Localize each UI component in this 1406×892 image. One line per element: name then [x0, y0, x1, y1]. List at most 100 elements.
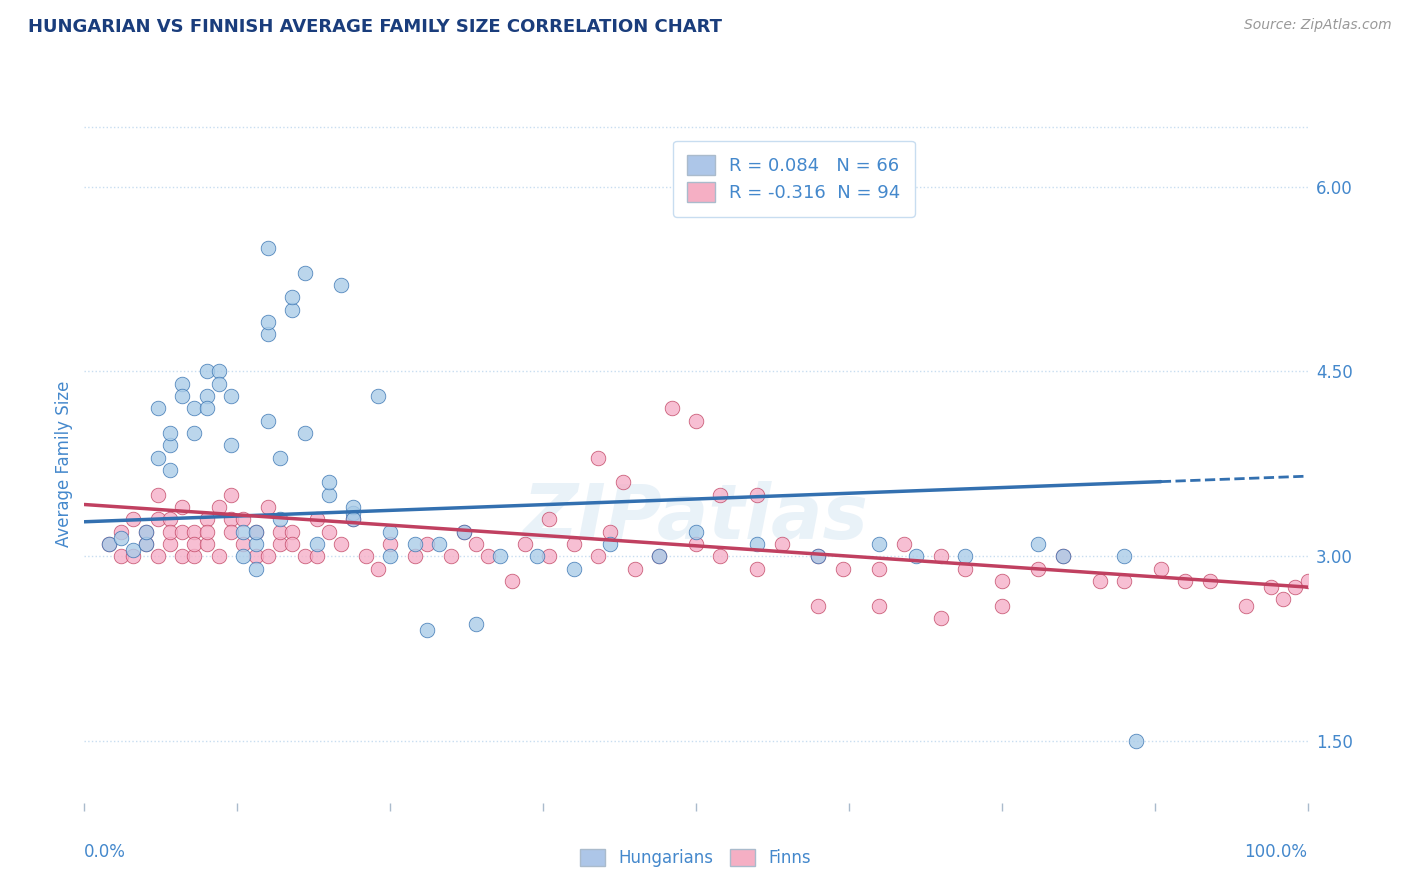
Point	[685, 537, 707, 551]
Point	[1236, 599, 1258, 613]
Point	[562, 537, 585, 551]
Point	[404, 537, 426, 551]
Point	[1174, 574, 1197, 588]
Legend: Hungarians, Finns: Hungarians, Finns	[572, 841, 820, 876]
Point	[453, 524, 475, 539]
Point	[342, 500, 364, 514]
Point	[172, 389, 194, 403]
Point	[807, 599, 830, 613]
Point	[305, 512, 328, 526]
Point	[305, 537, 328, 551]
Point	[427, 537, 450, 551]
Text: Source: ZipAtlas.com: Source: ZipAtlas.com	[1244, 18, 1392, 32]
Point	[991, 574, 1014, 588]
Point	[586, 450, 609, 465]
Point	[502, 574, 524, 588]
Point	[110, 549, 132, 564]
Point	[929, 549, 952, 564]
Point	[97, 537, 120, 551]
Point	[146, 549, 169, 564]
Point	[135, 537, 157, 551]
Point	[195, 389, 218, 403]
Point	[110, 524, 132, 539]
Point	[685, 414, 707, 428]
Point	[183, 425, 205, 440]
Point	[526, 549, 548, 564]
Point	[172, 376, 194, 391]
Point	[404, 549, 426, 564]
Point	[172, 549, 194, 564]
Point	[232, 537, 254, 551]
Point	[146, 401, 169, 416]
Point	[1052, 549, 1074, 564]
Point	[538, 549, 561, 564]
Point	[1052, 549, 1074, 564]
Point	[269, 537, 291, 551]
Point	[367, 389, 389, 403]
Point	[1114, 574, 1136, 588]
Point	[159, 438, 181, 452]
Point	[831, 561, 853, 575]
Point	[953, 561, 976, 575]
Point	[294, 425, 316, 440]
Point	[195, 524, 218, 539]
Point	[245, 549, 267, 564]
Point	[257, 500, 280, 514]
Point	[380, 537, 402, 551]
Point	[489, 549, 512, 564]
Point	[1028, 561, 1050, 575]
Point	[599, 524, 621, 539]
Point	[477, 549, 499, 564]
Point	[1150, 561, 1173, 575]
Point	[122, 549, 145, 564]
Point	[183, 549, 205, 564]
Point	[869, 599, 891, 613]
Point	[195, 512, 218, 526]
Point	[208, 364, 231, 378]
Point	[330, 278, 353, 293]
Point	[342, 512, 364, 526]
Point	[245, 537, 267, 551]
Point	[122, 512, 145, 526]
Point	[245, 524, 267, 539]
Point	[257, 414, 280, 428]
Point	[453, 524, 475, 539]
Point	[281, 524, 304, 539]
Point	[342, 512, 364, 526]
Point	[159, 524, 181, 539]
Point	[318, 524, 340, 539]
Point	[1125, 734, 1147, 748]
Point	[747, 537, 769, 551]
Point	[1260, 580, 1282, 594]
Y-axis label: Average Family Size: Average Family Size	[55, 381, 73, 547]
Point	[257, 327, 280, 342]
Point	[991, 599, 1014, 613]
Point	[747, 561, 769, 575]
Point	[416, 537, 439, 551]
Point	[342, 506, 364, 520]
Point	[245, 561, 267, 575]
Point	[1028, 537, 1050, 551]
Point	[281, 537, 304, 551]
Point	[305, 549, 328, 564]
Point	[1088, 574, 1111, 588]
Point	[953, 549, 976, 564]
Point	[219, 389, 242, 403]
Point	[1272, 592, 1295, 607]
Point	[232, 524, 254, 539]
Point	[709, 549, 731, 564]
Point	[747, 488, 769, 502]
Point	[269, 524, 291, 539]
Point	[330, 537, 353, 551]
Point	[929, 611, 952, 625]
Point	[146, 512, 169, 526]
Point	[208, 549, 231, 564]
Point	[464, 617, 486, 632]
Point	[464, 537, 486, 551]
Point	[219, 488, 242, 502]
Point	[110, 531, 132, 545]
Point	[195, 364, 218, 378]
Point	[1114, 549, 1136, 564]
Point	[159, 463, 181, 477]
Point	[294, 266, 316, 280]
